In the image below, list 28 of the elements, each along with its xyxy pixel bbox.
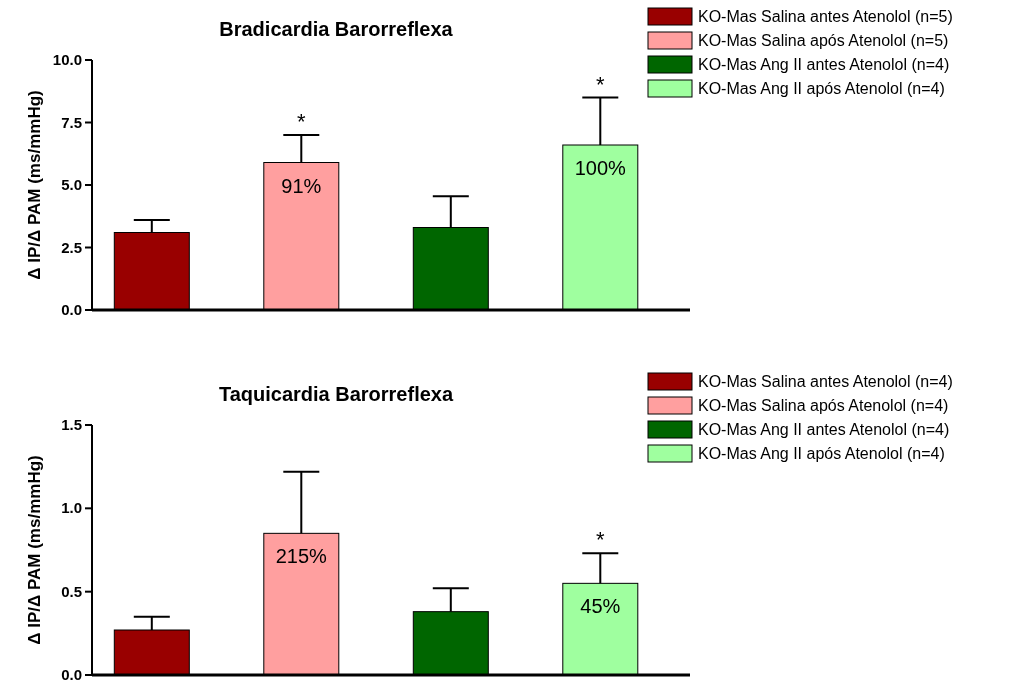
annotation: * bbox=[596, 527, 606, 553]
annotation: 100% bbox=[574, 157, 627, 179]
legend-label: KO-Mas Salina antes Atenolol (n=4) bbox=[698, 373, 953, 390]
legend-label: KO-Mas Salina após Atenolol (n=4) bbox=[698, 397, 949, 414]
annotation: * bbox=[596, 71, 606, 97]
chart-title: Taquicardia Barorreflexa bbox=[218, 383, 454, 405]
y-tick-label: 2.5 bbox=[61, 238, 82, 256]
annotation: 215% bbox=[275, 545, 328, 568]
annotation: 45% bbox=[580, 595, 621, 618]
legend-label: KO-Mas Salina após Atenolol (n=5) bbox=[698, 32, 949, 49]
chart-title: Bradicardia Barorreflexa bbox=[219, 18, 454, 40]
y-tick-label: 0.5 bbox=[61, 582, 82, 600]
y-tick-label: 10.0 bbox=[52, 51, 82, 68]
legend-label: KO-Mas Ang II antes Atenolol (n=4) bbox=[698, 56, 950, 73]
legend-label: KO-Mas Ang II após Atenolol (n=4) bbox=[698, 80, 945, 97]
y-axis-title: Δ IP/Δ PAM (ms/mmHg) bbox=[25, 455, 44, 645]
y-tick-label: 0.0 bbox=[61, 666, 82, 683]
annotation: * bbox=[297, 109, 307, 134]
legend-label: KO-Mas Salina antes Atenolol (n=5) bbox=[698, 8, 953, 25]
y-axis-title: Δ IP/Δ PAM (ms/mmHg) bbox=[25, 90, 44, 280]
y-tick-label: 7.5 bbox=[61, 113, 82, 131]
y-tick-label: 5.0 bbox=[61, 176, 82, 193]
y-tick-label: 1.5 bbox=[61, 416, 82, 433]
legend-label: KO-Mas Ang II após Atenolol (n=4) bbox=[698, 445, 945, 462]
legend-label: KO-Mas Ang II antes Atenolol (n=4) bbox=[698, 421, 950, 438]
annotation: 91% bbox=[281, 174, 322, 197]
y-tick-label: 1.0 bbox=[61, 499, 82, 517]
y-tick-label: 0.0 bbox=[61, 301, 82, 318]
